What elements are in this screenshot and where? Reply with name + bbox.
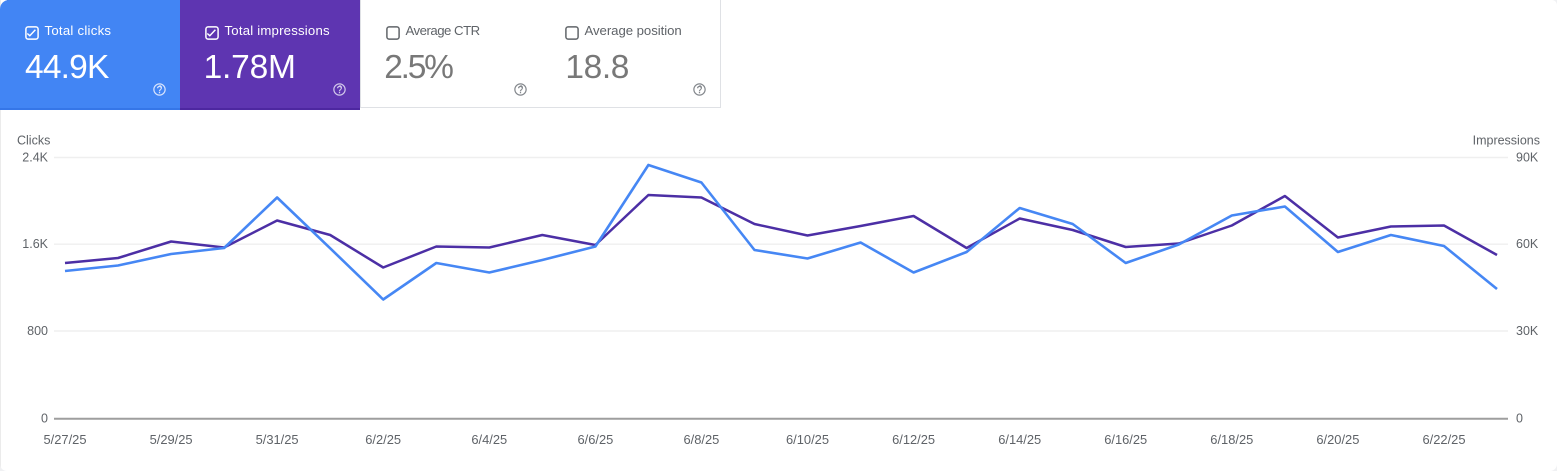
svg-text:6/16/25: 6/16/25	[1104, 432, 1147, 447]
svg-text:60K: 60K	[1516, 237, 1539, 251]
svg-text:5/31/25: 5/31/25	[256, 432, 299, 447]
svg-text:6/18/25: 6/18/25	[1210, 432, 1253, 447]
svg-text:2.4K: 2.4K	[22, 151, 48, 165]
svg-text:5/27/25: 5/27/25	[43, 432, 86, 447]
svg-text:6/20/25: 6/20/25	[1316, 432, 1359, 447]
svg-text:5/29/25: 5/29/25	[150, 432, 193, 447]
svg-text:6/8/25: 6/8/25	[683, 432, 719, 447]
svg-text:6/6/25: 6/6/25	[577, 432, 613, 447]
svg-text:6/22/25: 6/22/25	[1422, 432, 1465, 447]
svg-text:6/12/25: 6/12/25	[892, 432, 935, 447]
svg-text:90K: 90K	[1516, 151, 1539, 165]
svg-text:Clicks: Clicks	[17, 134, 50, 148]
svg-text:6/2/25: 6/2/25	[365, 432, 401, 447]
svg-text:0: 0	[41, 412, 48, 426]
svg-text:800: 800	[27, 324, 48, 338]
svg-text:Impressions: Impressions	[1473, 134, 1540, 148]
svg-text:1.6K: 1.6K	[22, 237, 48, 251]
svg-text:30K: 30K	[1516, 324, 1539, 338]
svg-text:0: 0	[1516, 412, 1523, 426]
svg-text:6/14/25: 6/14/25	[998, 432, 1041, 447]
svg-text:6/4/25: 6/4/25	[471, 432, 507, 447]
svg-text:6/10/25: 6/10/25	[786, 432, 829, 447]
